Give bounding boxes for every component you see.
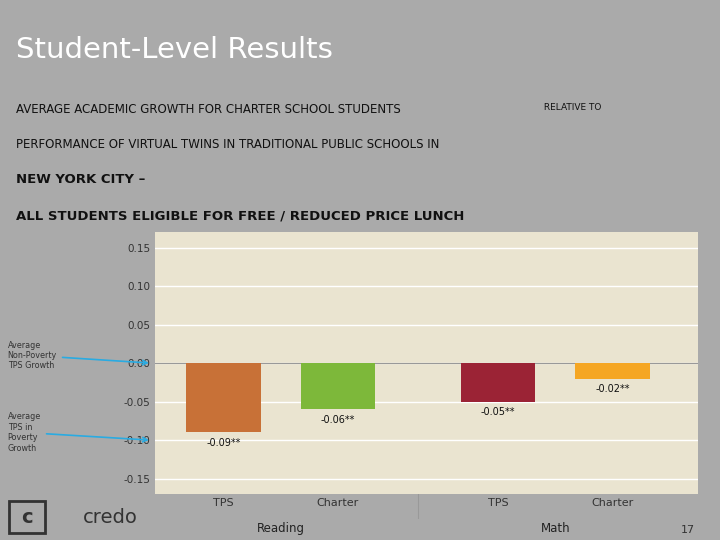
Text: credo: credo (83, 508, 138, 527)
Text: -0.05**: -0.05** (481, 407, 516, 417)
Text: Reading: Reading (257, 522, 305, 535)
Text: Math: Math (541, 522, 570, 535)
Text: NEW YORK CITY –: NEW YORK CITY – (16, 173, 145, 186)
Text: -0.09**: -0.09** (206, 438, 240, 448)
Text: PERFORMANCE OF VIRTUAL TWINS IN TRADITIONAL PUBLIC SCHOOLS IN: PERFORMANCE OF VIRTUAL TWINS IN TRADITIO… (16, 138, 439, 151)
Text: TPS: TPS (488, 498, 508, 508)
Text: -0.06**: -0.06** (320, 415, 355, 425)
Bar (186, 363, 261, 433)
Text: c: c (21, 508, 33, 527)
Text: -0.02**: -0.02** (595, 384, 630, 394)
Text: Charter: Charter (591, 498, 634, 508)
Text: TPS: TPS (213, 498, 234, 508)
Text: Average
Non-Poverty
TPS Growth: Average Non-Poverty TPS Growth (8, 341, 147, 370)
Text: RELATIVE TO: RELATIVE TO (541, 103, 602, 112)
Text: ALL STUDENTS ELIGIBLE FOR FREE / REDUCED PRICE LUNCH: ALL STUDENTS ELIGIBLE FOR FREE / REDUCED… (16, 210, 464, 222)
Text: Average
TPS in
Poverty
Growth: Average TPS in Poverty Growth (8, 413, 147, 453)
Text: Charter: Charter (317, 498, 359, 508)
Text: 17: 17 (680, 525, 695, 535)
Text: Student-Level Results: Student-Level Results (16, 36, 333, 64)
Bar (461, 363, 535, 402)
Bar (575, 363, 649, 379)
Text: AVERAGE ACADEMIC GROWTH FOR CHARTER SCHOOL STUDENTS: AVERAGE ACADEMIC GROWTH FOR CHARTER SCHO… (16, 103, 400, 116)
Bar (301, 363, 375, 409)
